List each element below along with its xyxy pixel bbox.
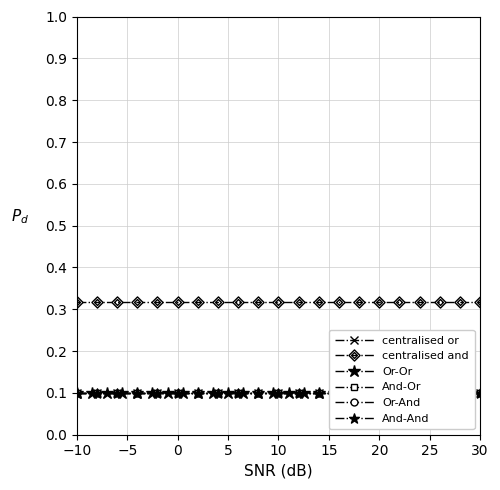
Line: Or-And: Or-And (74, 390, 484, 396)
And-And (477, 390, 483, 396)
centralised and (326, 299, 332, 305)
And-And (402, 390, 407, 396)
Or-Or (74, 390, 80, 396)
And-Or (422, 390, 428, 396)
centralised and (296, 299, 302, 305)
Or-Or (437, 390, 443, 396)
Or-And (422, 390, 428, 396)
And-And (437, 390, 443, 396)
And-And (372, 390, 378, 396)
centralised and (402, 299, 407, 305)
And-Or (477, 390, 483, 396)
centralised and (422, 299, 428, 305)
Or-And (437, 390, 443, 396)
Or-And (402, 390, 407, 396)
centralised or (477, 390, 483, 396)
Line: Or-Or: Or-Or (70, 387, 486, 399)
Line: And-Or: And-Or (74, 390, 484, 396)
And-Or (372, 390, 378, 396)
centralised or (402, 390, 407, 396)
centralised or (296, 390, 302, 396)
Or-And (74, 390, 80, 396)
centralised and (74, 299, 80, 305)
Or-And (372, 390, 378, 396)
Or-Or (326, 390, 332, 396)
And-Or (296, 390, 302, 396)
centralised or (422, 390, 428, 396)
Or-Or (372, 390, 378, 396)
Line: centralised or: centralised or (72, 389, 484, 397)
Line: And-And: And-And (72, 388, 485, 398)
Line: centralised and: centralised and (72, 297, 486, 308)
Or-Or (402, 390, 407, 396)
And-And (326, 390, 332, 396)
centralised or (372, 390, 378, 396)
And-Or (402, 390, 407, 396)
centralised or (74, 390, 80, 396)
centralised and (372, 299, 378, 305)
Or-Or (477, 390, 483, 396)
Or-And (296, 390, 302, 396)
And-Or (326, 390, 332, 396)
Or-And (326, 390, 332, 396)
Or-Or (296, 390, 302, 396)
Legend: centralised or, centralised and, Or-Or, And-Or, Or-And, And-And: centralised or, centralised and, Or-Or, … (329, 330, 474, 429)
And-Or (74, 390, 80, 396)
centralised or (437, 390, 443, 396)
Y-axis label: $P_d$: $P_d$ (11, 207, 29, 225)
And-Or (437, 390, 443, 396)
X-axis label: SNR (dB): SNR (dB) (244, 464, 313, 479)
centralised and (477, 299, 483, 305)
centralised and (437, 299, 443, 305)
And-And (422, 390, 428, 396)
centralised or (326, 390, 332, 396)
Or-And (477, 390, 483, 396)
And-And (74, 390, 80, 396)
Or-Or (422, 390, 428, 396)
And-And (296, 390, 302, 396)
